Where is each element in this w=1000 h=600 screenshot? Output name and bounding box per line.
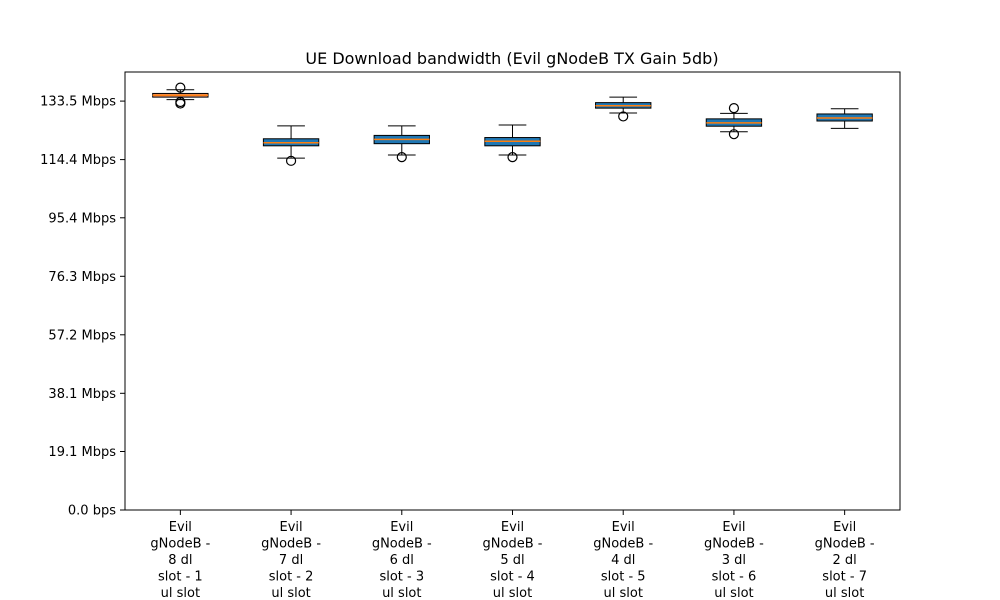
x-tick-label: 6 dl <box>390 553 414 568</box>
x-tick-label: gNodeB - <box>261 537 321 552</box>
x-tick-label: 8 dl <box>168 553 192 568</box>
x-tick-label: 3 dl <box>722 553 746 568</box>
x-tick-label: 4 dl <box>611 553 635 568</box>
y-tick-label: 0.0 bps <box>68 504 116 519</box>
outlier-point <box>728 129 740 140</box>
x-tick-label: gNodeB - <box>815 537 875 552</box>
outlier-point <box>618 111 629 122</box>
x-tick-label: Evil <box>722 520 745 535</box>
x-tick-label: gNodeB - <box>593 537 653 552</box>
x-tick-label: Evil <box>169 520 192 535</box>
x-tick-label: Evil <box>833 520 856 535</box>
x-tick-label: slot - 2 <box>269 570 314 585</box>
x-tick-label: ul slot <box>382 586 421 600</box>
y-tick-label: 76.3 Mbps <box>48 270 116 285</box>
x-tick-label: slot - 7 <box>822 570 867 585</box>
outlier-point <box>175 98 186 109</box>
chart-title: UE Download bandwidth (Evil gNodeB TX Ga… <box>305 49 718 68</box>
x-tick-label: Evil <box>612 520 635 535</box>
x-tick-label: slot - 1 <box>158 570 203 585</box>
x-tick-label: ul slot <box>604 586 643 600</box>
x-tick-label: gNodeB - <box>150 537 210 552</box>
y-tick-label: 133.5 Mbps <box>40 95 116 110</box>
outlier-point <box>396 152 407 163</box>
x-tick-label: slot - 4 <box>490 570 535 585</box>
y-tick-label: 114.4 Mbps <box>40 153 116 168</box>
y-tick-label: 19.1 Mbps <box>48 445 116 460</box>
x-tick-label: 5 dl <box>500 553 524 568</box>
x-tick-label: ul slot <box>493 586 532 600</box>
x-tick-label: ul slot <box>271 586 310 600</box>
x-tick-label: 2 dl <box>833 553 857 568</box>
y-tick-label: 38.1 Mbps <box>48 387 116 402</box>
x-tick-label: slot - 6 <box>712 570 757 585</box>
x-tick-label: Evil <box>280 520 303 535</box>
x-tick-label: gNodeB - <box>704 537 764 552</box>
y-tick-label: 57.2 Mbps <box>48 328 116 343</box>
x-tick-label: slot - 5 <box>601 570 646 585</box>
plot-area: 0.0 bps 19.1 Mbps 38.1 Mbps 57.2 Mbps 76.3 M… <box>40 71 901 600</box>
x-tick-label: ul slot <box>825 586 864 600</box>
x-tick-label: Evil <box>501 520 524 535</box>
x-tick-label: Evil <box>390 520 413 535</box>
outlier-point <box>285 155 297 166</box>
x-tick-label: gNodeB - <box>372 537 432 552</box>
x-tick-label: 7 dl <box>279 553 303 568</box>
outlier-point <box>507 152 518 163</box>
y-tick-label: 95.4 Mbps <box>48 211 116 226</box>
outlier-point <box>728 103 740 114</box>
x-tick-label: slot - 3 <box>379 570 424 585</box>
x-tick-label: ul slot <box>714 586 753 600</box>
outlier-point <box>175 82 186 93</box>
x-tick-label: gNodeB - <box>483 537 543 552</box>
x-tick-label: ul slot <box>161 586 200 600</box>
